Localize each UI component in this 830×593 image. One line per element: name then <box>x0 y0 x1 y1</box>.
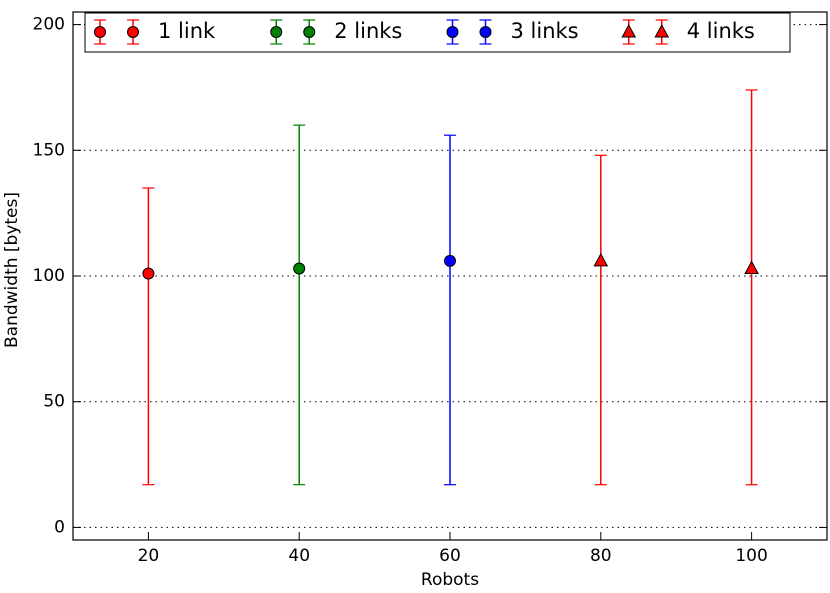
point <box>142 267 155 280</box>
legend-marker <box>94 26 106 38</box>
point <box>293 262 306 275</box>
x-tick-label: 20 <box>138 546 160 566</box>
point <box>593 252 609 267</box>
x-tick-label: 60 <box>439 546 461 566</box>
legend-marker <box>446 26 459 38</box>
y-tick-label: 0 <box>54 517 65 537</box>
legend-label: 4 links <box>687 19 755 43</box>
error-bar <box>444 134 456 486</box>
error-bar <box>293 124 306 486</box>
legend-marker <box>654 23 670 38</box>
legend-label: 2 links <box>334 19 402 43</box>
x-axis-label: Robots <box>421 570 479 590</box>
legend-marker <box>127 26 139 38</box>
y-tick-label: 50 <box>43 392 65 412</box>
x-tick-label: 100 <box>735 546 767 566</box>
x-tick-label: 80 <box>590 546 612 566</box>
plot-frame <box>72 11 828 541</box>
legend-marker <box>303 26 316 38</box>
error-bar <box>142 187 155 486</box>
legend-marker <box>621 23 637 38</box>
legend-marker <box>270 26 283 38</box>
legend-marker <box>479 26 492 38</box>
y-tick-label: 200 <box>33 15 65 35</box>
x-tick-label: 40 <box>288 546 310 566</box>
legend-label: 3 links <box>511 19 579 43</box>
y-tick-label: 100 <box>33 266 65 286</box>
point <box>744 260 759 274</box>
legend-label: 1 link <box>158 19 216 43</box>
y-tick-label: 150 <box>33 140 65 160</box>
error-bar <box>745 89 758 486</box>
legend-box <box>84 12 791 53</box>
error-bar <box>594 154 607 486</box>
point <box>444 254 456 267</box>
y-axis-label: Bandwidth [bytes] <box>2 192 22 348</box>
